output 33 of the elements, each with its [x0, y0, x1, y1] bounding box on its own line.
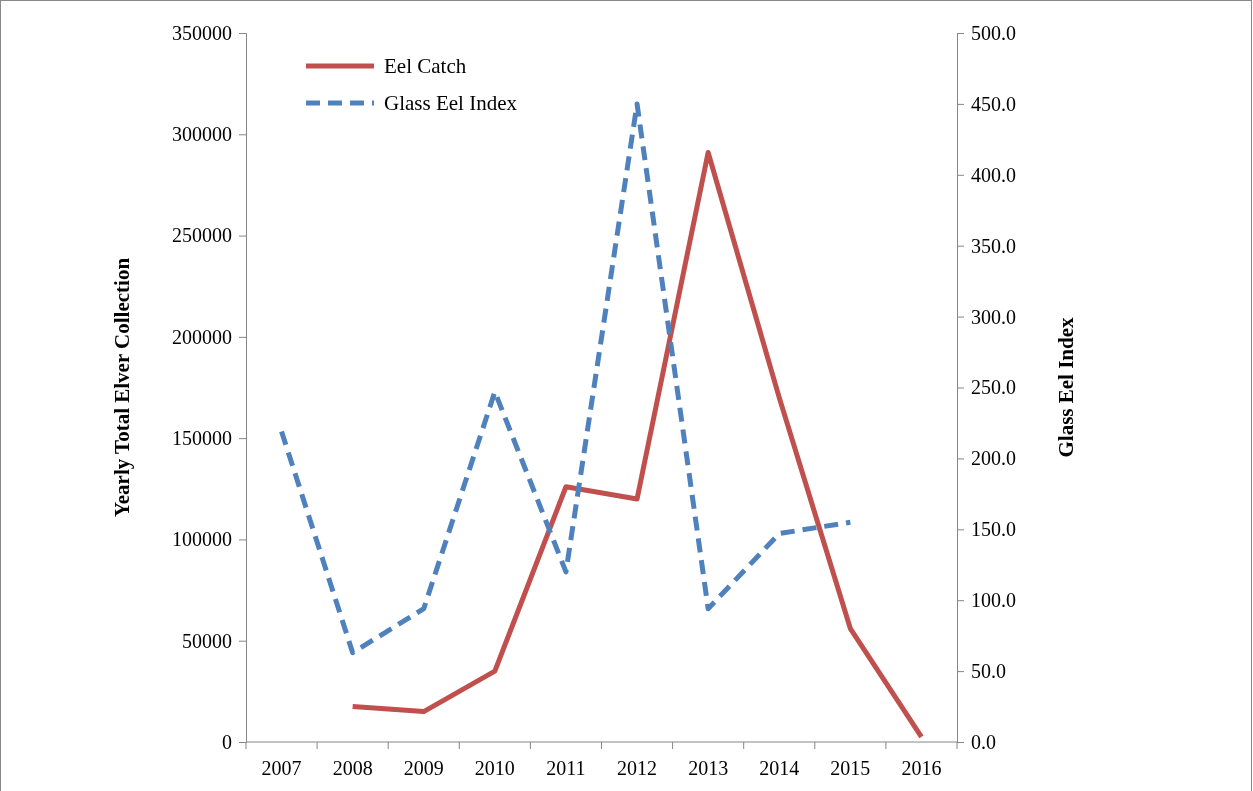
y2-tick-label: 250.0 [971, 376, 1016, 399]
x-tick-label: 2012 [617, 757, 658, 779]
x-tick-label: 2009 [403, 757, 444, 779]
y-tick-label: 200000 [172, 325, 232, 348]
x-tick-label: 2011 [546, 757, 586, 779]
x-tick-label: 2007 [261, 757, 302, 779]
y2-tick-label: 300.0 [971, 305, 1016, 328]
x-tick-label: 2015 [830, 757, 871, 779]
y2-tick-label: 50.0 [971, 660, 1006, 682]
y-tick-label: 50000 [182, 629, 232, 652]
y2-tick-label: 450.0 [971, 92, 1016, 115]
y2-tick-label: 500.0 [971, 21, 1016, 44]
y-axis-title: Yearly Total Elver Collection [110, 257, 134, 518]
x-tick-label: 2014 [759, 757, 800, 779]
legend-label: Glass Eel Index [384, 91, 518, 115]
y2-tick-label: 350.0 [971, 234, 1016, 257]
x-tick-label: 2016 [901, 757, 942, 779]
legend-label: Eel Catch [384, 54, 467, 78]
y2-tick-label: 0.0 [971, 730, 996, 753]
y-tick-label: 150000 [172, 427, 232, 450]
x-tick-label: 2013 [688, 757, 729, 779]
y-tick-label: 0 [222, 730, 232, 753]
y2-tick-label: 150.0 [971, 518, 1016, 541]
y-tick-label: 250000 [172, 224, 232, 247]
y2-axis-title: Glass Eel Index [1054, 316, 1078, 458]
x-tick-label: 2008 [332, 757, 373, 779]
y-tick-label: 350000 [172, 21, 232, 44]
y2-tick-label: 400.0 [971, 163, 1016, 186]
x-tick-label: 2010 [474, 757, 515, 779]
y2-tick-label: 100.0 [971, 589, 1016, 612]
y-tick-label: 100000 [172, 528, 232, 551]
y2-tick-label: 200.0 [971, 447, 1016, 470]
y-tick-label: 300000 [172, 123, 232, 146]
